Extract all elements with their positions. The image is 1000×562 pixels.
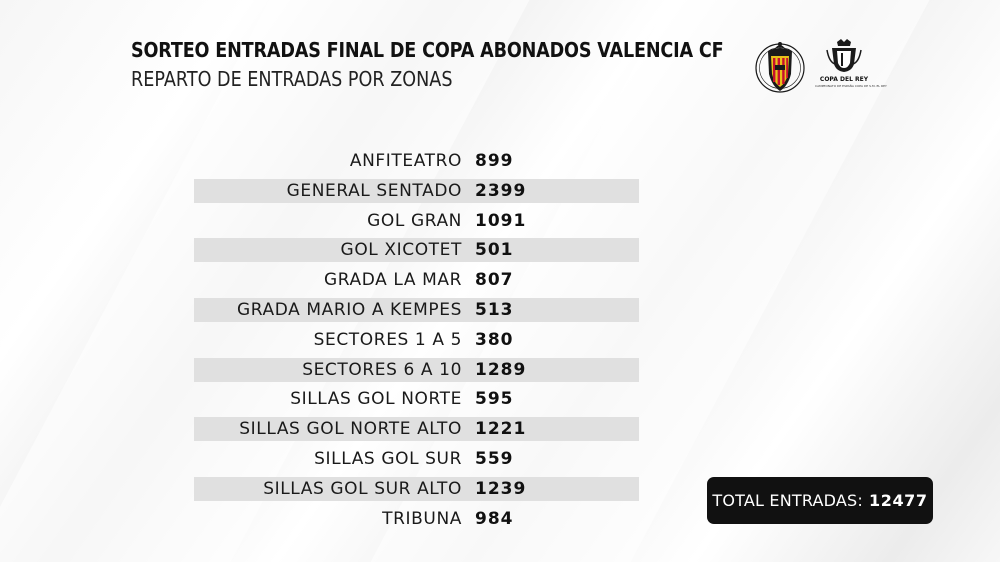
copa-del-rey-trophy-icon — [826, 39, 862, 72]
zone-name: GRADA LA MAR — [324, 270, 462, 291]
total-badge: TOTAL ENTRADAS: 12477 — [707, 477, 933, 524]
zone-row: TRIBUNA 984 — [194, 504, 639, 534]
zone-count: 595 — [475, 389, 514, 410]
zones-table: ANFITEATRO 899 GENERAL SENTADO 2399 GOL … — [194, 146, 639, 533]
zone-row: SILLAS GOL NORTE ALTO 1221 — [194, 414, 639, 444]
zone-count: 1239 — [475, 478, 527, 499]
zone-name: GOL XICOTET — [340, 240, 462, 261]
zone-count: 513 — [475, 299, 514, 320]
page-title: SORTEO ENTRADAS FINAL DE COPA ABONADOS V… — [131, 38, 724, 62]
zone-count: 559 — [475, 448, 514, 469]
copa-del-rey-logo: COPA DEL REY CAMPEONATO DE ESPAÑA COPA D… — [815, 38, 887, 94]
zone-row: SILLAS GOL SUR 559 — [194, 444, 639, 474]
zone-name: SECTORES 6 A 10 — [302, 359, 462, 380]
page-subtitle: REPARTO DE ENTRADAS POR ZONAS — [131, 67, 453, 91]
zone-count: 380 — [475, 329, 514, 350]
zone-row: SILLAS GOL NORTE 595 — [194, 384, 639, 414]
row-shade — [194, 297, 639, 322]
zone-name: SECTORES 1 A 5 — [313, 329, 462, 350]
copa-del-rey-label: COPA DEL REY — [819, 76, 869, 83]
zone-name: GENERAL SENTADO — [286, 180, 462, 201]
zone-count: 1221 — [475, 419, 527, 440]
copa-del-rey-sub-label: CAMPEONATO DE ESPAÑA COPA DE S.M. EL REY — [815, 84, 887, 88]
row-shade — [194, 238, 639, 263]
zone-row: SECTORES 6 A 10 1289 — [194, 355, 639, 385]
zone-name: ANFITEATRO — [349, 151, 462, 171]
row-shade — [194, 178, 639, 203]
zone-row: GOL XICOTET 501 — [194, 235, 639, 265]
zone-name: GOL GRAN — [367, 210, 462, 231]
header: SORTEO ENTRADAS FINAL DE COPA ABONADOS V… — [131, 36, 751, 93]
zone-name: SILLAS GOL NORTE — [290, 389, 462, 410]
zone-count: 1289 — [475, 359, 527, 380]
total-label: TOTAL ENTRADAS: — [712, 491, 863, 510]
total-value: 12477 — [868, 491, 928, 510]
zone-count: 501 — [475, 240, 514, 261]
zone-count: 807 — [475, 270, 514, 291]
zone-row: GOL GRAN 1091 — [194, 206, 639, 236]
row-shade — [194, 417, 639, 442]
zone-row: SILLAS GOL SUR ALTO 1239 — [194, 474, 639, 504]
zone-count: 984 — [475, 508, 514, 529]
zone-row: GRADA MARIO A KEMPES 513 — [194, 295, 639, 325]
zone-name: SILLAS GOL NORTE ALTO — [239, 419, 462, 440]
zone-count: 899 — [475, 151, 514, 171]
zone-name: GRADA MARIO A KEMPES — [236, 299, 462, 320]
zone-row: GRADA LA MAR 807 — [194, 265, 639, 295]
zone-count: 2399 — [475, 180, 527, 201]
zone-row: GENERAL SENTADO 2399 — [194, 176, 639, 206]
zone-name: TRIBUNA — [382, 508, 462, 529]
zone-name: SILLAS GOL SUR — [314, 448, 462, 469]
zone-name: SILLAS GOL SUR ALTO — [263, 478, 462, 499]
zone-row: SECTORES 1 A 5 380 — [194, 325, 639, 355]
zone-count: 1091 — [475, 210, 527, 231]
valencia-cf-crest-icon — [754, 36, 806, 100]
row-shade — [194, 357, 639, 382]
row-shade — [194, 476, 639, 501]
zone-row: ANFITEATRO 899 — [194, 146, 639, 176]
